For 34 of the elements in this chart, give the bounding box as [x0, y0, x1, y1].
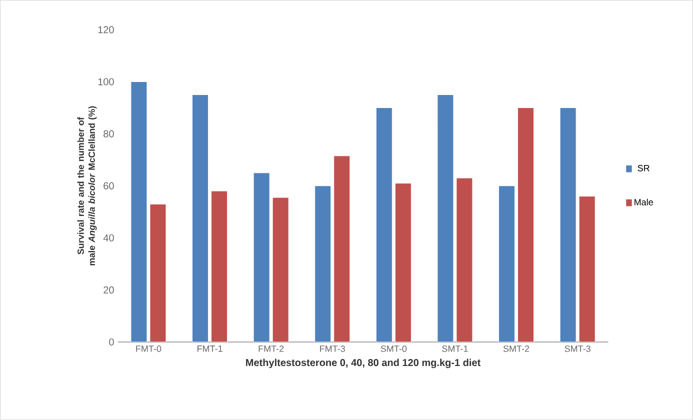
- legend-label: Male: [634, 198, 653, 206]
- bar: [437, 94, 454, 342]
- x-tick-label: FMT-1: [197, 346, 222, 352]
- x-tick-label: FMT-0: [136, 346, 162, 352]
- bar: [394, 183, 412, 342]
- bar: [272, 197, 289, 342]
- bar: [518, 108, 534, 342]
- y-tick-label: 60: [104, 182, 114, 190]
- y-tick-label: 20: [104, 286, 114, 294]
- x-tick-label: SMT-0: [380, 346, 407, 352]
- bar: [150, 204, 166, 342]
- x-tick-label: SMT-2: [503, 346, 530, 352]
- bar: [334, 156, 350, 342]
- legend-label: SR: [638, 165, 650, 172]
- y-tick-label: 120: [98, 26, 114, 34]
- bar: [192, 94, 209, 342]
- bar: [578, 196, 596, 342]
- bar: [456, 178, 473, 342]
- bar: [130, 82, 148, 342]
- bar: [211, 190, 228, 342]
- bar: [253, 172, 270, 342]
- bar: [314, 186, 332, 342]
- y-tick-label: 0: [109, 338, 114, 346]
- bar: [376, 108, 392, 342]
- bar: [560, 108, 576, 342]
- x-tick-label: SMT-3: [564, 346, 590, 352]
- x-tick-label: SMT-1: [442, 346, 468, 352]
- y-tick-label: 80: [104, 130, 114, 138]
- x-tick-label: FMT-3: [320, 346, 345, 352]
- x-axis-title: Methyltestosterone 0, 40, 80 and 120 mg.kg-1 diet: [246, 358, 481, 368]
- y-tick-label: 100: [98, 78, 114, 86]
- y-tick-label: 40: [103, 234, 114, 242]
- x-tick-label: FMT-2: [258, 346, 284, 352]
- bar: [498, 186, 516, 342]
